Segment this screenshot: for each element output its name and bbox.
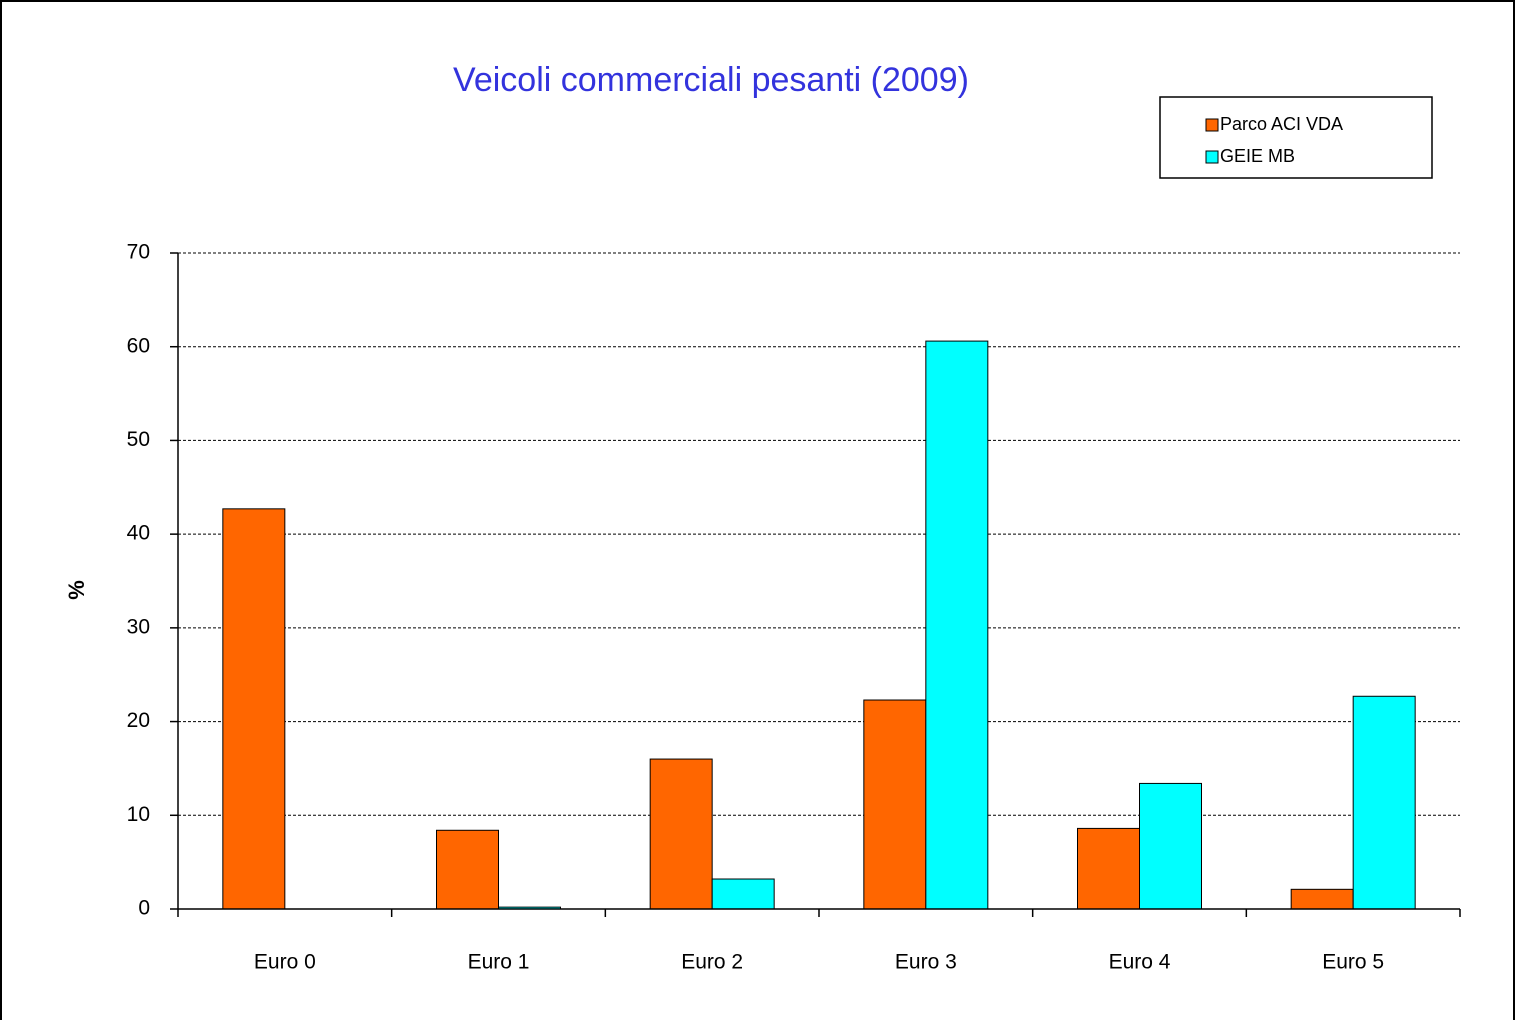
y-tick-label: 60 (127, 334, 150, 357)
legend-label: Parco ACI VDA (1220, 114, 1343, 134)
legend (1159, 96, 1433, 179)
legend-swatch (1205, 118, 1219, 132)
y-tick-label: 30 (127, 615, 150, 638)
y-tick-label: 0 (138, 897, 150, 920)
x-tick-label: Euro 2 (681, 951, 743, 974)
x-tick-label: Euro 0 (254, 951, 316, 974)
y-tick-label: 20 (127, 709, 150, 732)
bar (1290, 888, 1354, 910)
bar (1077, 827, 1140, 910)
bar (1139, 782, 1202, 910)
bar (711, 878, 775, 910)
legend-swatch (1205, 150, 1219, 164)
bar (436, 829, 499, 910)
bar (863, 699, 927, 910)
legend-label: GEIE MB (1220, 146, 1295, 166)
x-tick-label: Euro 3 (895, 951, 957, 974)
x-tick-label: Euro 5 (1322, 951, 1384, 974)
chart-title: Veicoli commerciali pesanti (2009) (453, 61, 969, 99)
y-tick-label: 40 (127, 522, 150, 545)
bar (649, 758, 713, 910)
x-tick-label: Euro 1 (468, 951, 530, 974)
bar (925, 340, 989, 910)
y-axis-label: % (64, 580, 89, 600)
y-tick-label: 10 (127, 803, 150, 826)
bar (1352, 695, 1416, 910)
y-tick-label: 70 (127, 241, 150, 264)
bar (222, 508, 286, 910)
x-tick-label: Euro 4 (1109, 951, 1171, 974)
y-tick-label: 50 (127, 428, 150, 451)
